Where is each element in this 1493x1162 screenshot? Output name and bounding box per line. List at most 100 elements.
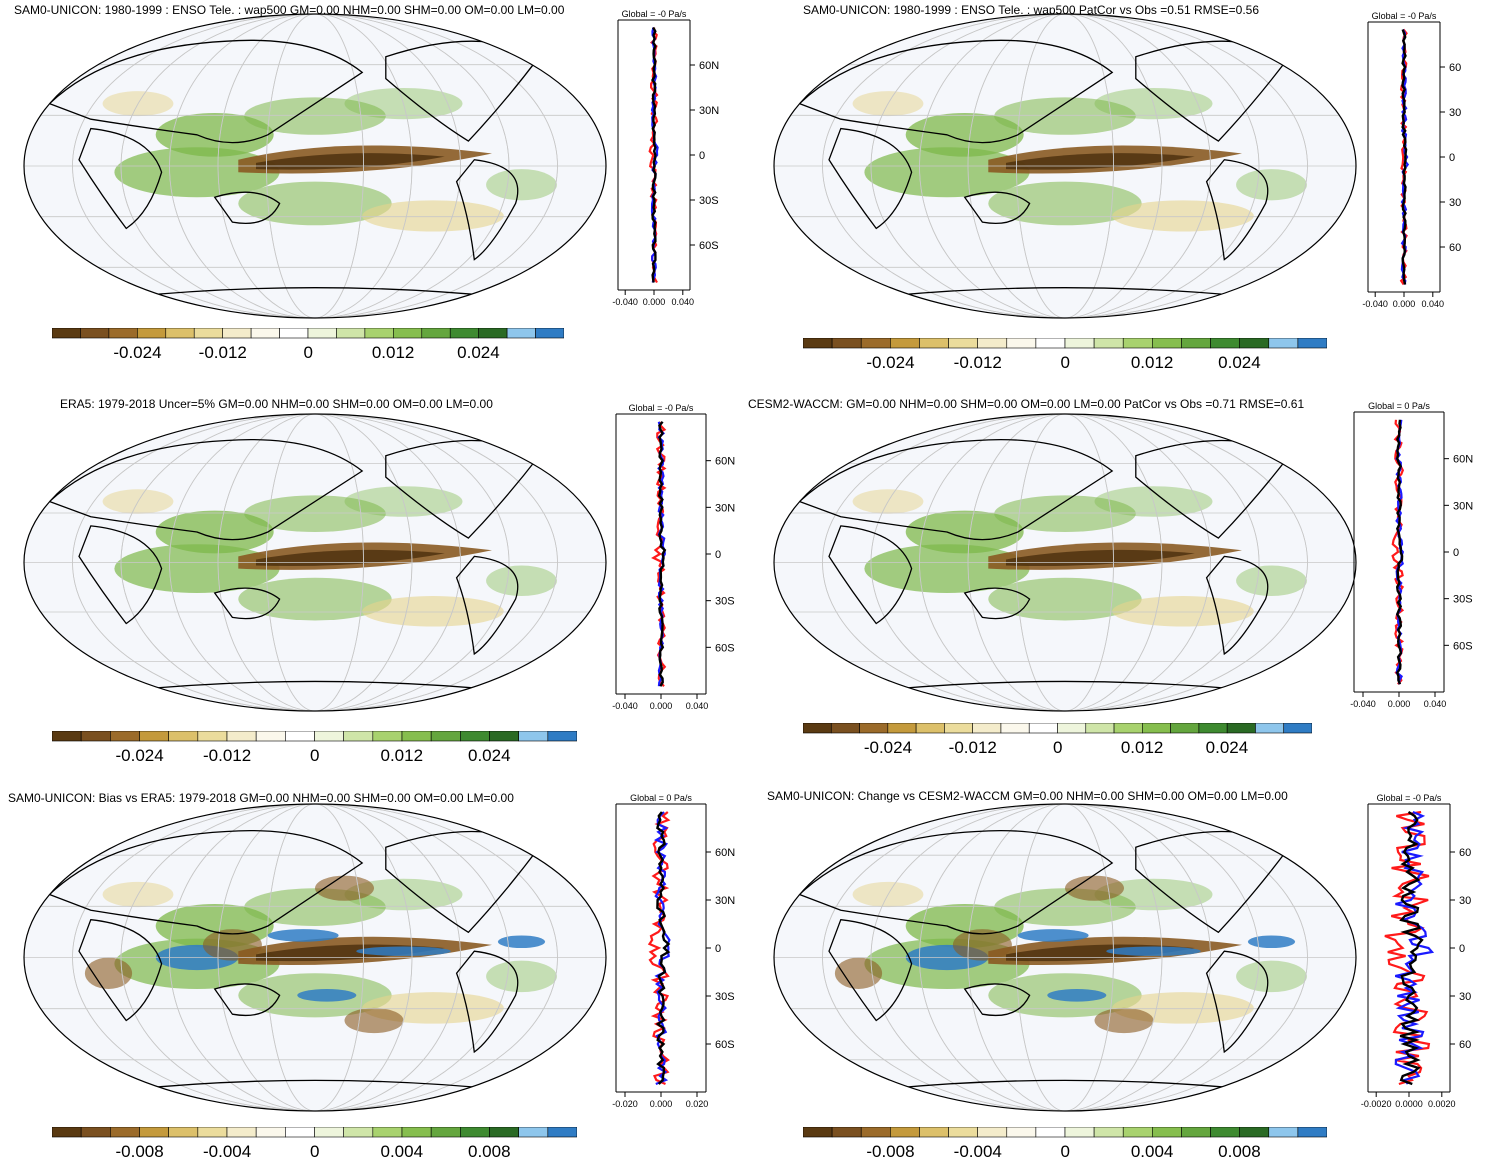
- tongue-core: [256, 153, 445, 170]
- graticule-lon: [72, 804, 558, 1111]
- map-p5: [23, 803, 607, 1112]
- colorbar-swatch: [1093, 338, 1124, 349]
- colorbar-label: -0.024: [866, 353, 915, 372]
- zonal-profile-p2: Global = -0 Pa/s 60 30 0 30 60 -0.040 0.000 0.04…: [1362, 11, 1461, 309]
- field-patch: [486, 565, 557, 597]
- colorbar: [803, 338, 1327, 349]
- colorbar-swatch: [52, 1127, 82, 1138]
- lat-tick-label: 0: [715, 943, 721, 955]
- colorbar-swatch: [506, 328, 536, 339]
- x-tick-label: 0.040: [1422, 299, 1445, 309]
- colorbar-label: 0: [1053, 738, 1063, 757]
- colorbar-swatch: [1255, 723, 1285, 734]
- tongue-core: [256, 549, 445, 567]
- profile-line-black: [655, 811, 671, 1085]
- graticule-lon: [169, 14, 461, 318]
- x-tick-label: 0.0000: [1395, 1099, 1423, 1109]
- zonal-profile-p5: Global = 0 Pa/s 60N 30N 0 30S 60S -0.020 0.000 0…: [612, 793, 735, 1109]
- colorbar-swatch: [393, 328, 423, 339]
- colorbar-swatch: [401, 1127, 432, 1138]
- colorbar: [803, 1127, 1327, 1138]
- field-patch: [1236, 565, 1307, 597]
- colorbar: [803, 723, 1312, 734]
- colorbar-swatch: [860, 338, 891, 349]
- colorbar-swatch: [197, 731, 228, 742]
- field-patch: [994, 495, 1136, 532]
- field-patch: [238, 577, 392, 621]
- graticule-lon: [919, 414, 1211, 711]
- colorbar-swatch: [1057, 723, 1087, 734]
- colorbar-label: 0: [1060, 1142, 1070, 1161]
- field-patch: [244, 495, 386, 532]
- colorbar-swatch: [1028, 723, 1058, 734]
- panel-title: SAM0-UNICON: Change vs CESM2-WACCM GM=0.…: [767, 789, 1288, 803]
- map-border: [23, 413, 607, 712]
- profile-title: Global = -0 Pa/s: [629, 403, 694, 413]
- lat-tick-label: 60N: [699, 60, 719, 72]
- colorbar-swatch: [919, 338, 949, 349]
- colorbar-swatch: [830, 723, 860, 734]
- colorbar-swatch: [110, 1127, 140, 1138]
- coastline: [828, 919, 913, 1022]
- lat-tick-label: 60: [1459, 1039, 1471, 1051]
- colorbar-swatch: [314, 731, 344, 742]
- profile-line-black: [651, 26, 657, 283]
- colorbar-swatch: [1210, 1127, 1240, 1138]
- profile-title: Global = -0 Pa/s: [1372, 11, 1437, 21]
- lat-tick-label: 60S: [699, 240, 719, 252]
- x-tick-label: 0.040: [1424, 699, 1447, 709]
- lat-tick-label: 60: [1459, 847, 1471, 859]
- colorbar-label: -0.024: [115, 746, 164, 765]
- lat-tick-label: 30: [1459, 991, 1471, 1003]
- colorbar-swatch: [165, 328, 195, 339]
- coastline: [48, 39, 364, 144]
- colorbar-swatch: [80, 731, 111, 742]
- colorbar-swatch: [972, 723, 1002, 734]
- coastline: [828, 127, 913, 230]
- coastline: [876, 287, 1254, 298]
- x-tick-label: -0.040: [612, 701, 638, 711]
- coastline: [455, 159, 519, 261]
- graticule-lon: [967, 14, 1163, 318]
- x-tick-label: 0.000: [1388, 699, 1411, 709]
- colorbar-label: 0.012: [1120, 738, 1164, 757]
- lat-tick-label: 0: [1453, 547, 1459, 559]
- coastline: [1205, 555, 1269, 656]
- profile-title: Global = -0 Pa/s: [1377, 793, 1442, 803]
- strong-anomaly: [497, 935, 546, 949]
- graticule-lon: [1016, 14, 1114, 318]
- coastline: [385, 439, 541, 539]
- colorbar-label: 0.012: [1130, 353, 1174, 372]
- lat-tick-label: 60S: [1453, 640, 1473, 652]
- x-tick-label: 0.000: [650, 1099, 673, 1109]
- field-patch: [905, 112, 1024, 157]
- colorbar-swatch: [137, 328, 167, 339]
- colorbar: [52, 731, 577, 742]
- coastline: [963, 983, 1031, 1017]
- coastline: [126, 287, 504, 298]
- colorbar-swatch: [1035, 1127, 1066, 1138]
- colorbar-swatch: [1064, 1127, 1095, 1138]
- x-tick-label: 0.000: [643, 297, 666, 307]
- colorbar-swatch: [1268, 338, 1299, 349]
- panel-title: SAM0-UNICON: 1980-1999 : ENSO Tele. : wa…: [14, 3, 565, 17]
- colorbar-swatch: [52, 328, 81, 339]
- strong-anomaly: [1047, 989, 1107, 1002]
- x-tick-label: 0.040: [672, 297, 695, 307]
- colorbar-swatch: [364, 328, 394, 339]
- field-patch: [155, 510, 274, 554]
- coastline: [1135, 439, 1291, 539]
- colorbar-swatch: [52, 731, 82, 742]
- colorbar-label: 0: [310, 1142, 320, 1161]
- graticule-lon: [72, 14, 558, 318]
- colorbar-swatch: [1093, 1127, 1124, 1138]
- graticule-lon: [120, 804, 510, 1111]
- graticule-lon: [822, 804, 1308, 1111]
- lat-tick-label: 60N: [715, 456, 735, 468]
- colorbar-label: 0.004: [380, 1142, 424, 1161]
- map-border: [773, 13, 1357, 319]
- colorbar-swatch: [421, 328, 451, 339]
- colorbar-label: -0.012: [953, 353, 1002, 372]
- coastline: [798, 829, 1114, 935]
- x-tick-label: 0.040: [686, 701, 709, 711]
